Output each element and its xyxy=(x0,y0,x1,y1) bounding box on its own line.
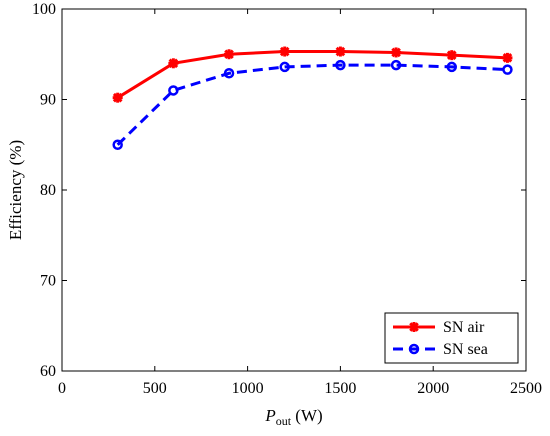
data-point-sn-sea xyxy=(335,59,346,71)
x-axis-label: Pout (W) xyxy=(264,406,322,428)
data-point-sn-sea xyxy=(502,64,513,75)
data-point-sn-air xyxy=(279,46,290,57)
data-point-sn-air xyxy=(224,49,235,60)
y-tick-label: 80 xyxy=(40,182,56,199)
data-point-sn-air xyxy=(502,52,513,63)
x-axis-label-subscript: out xyxy=(276,414,292,428)
data-point-sn-sea xyxy=(168,85,179,96)
data-point-sn-air xyxy=(168,58,179,69)
x-tick-label: 500 xyxy=(143,380,167,397)
y-tick-label: 90 xyxy=(40,92,56,109)
legend-label: SN air xyxy=(443,319,485,336)
data-point-sn-sea xyxy=(446,61,458,73)
series-layer xyxy=(112,46,513,150)
legend-label: SN sea xyxy=(443,341,488,358)
data-point-sn-air xyxy=(446,50,457,61)
data-point-sn-sea xyxy=(112,139,123,150)
data-point-sn-air xyxy=(112,92,123,103)
legend-swatch-marker xyxy=(409,322,419,332)
data-point-sn-air xyxy=(391,47,402,58)
data-point-sn-sea xyxy=(279,61,290,73)
x-axis-label-symbol: P xyxy=(264,406,275,425)
x-tick-label: 1000 xyxy=(232,380,264,397)
x-axis: 0 500 1000 1500 2000 2500 xyxy=(58,9,542,397)
x-tick-label: 2500 xyxy=(510,380,542,397)
legend-swatch-marker xyxy=(408,343,420,355)
legend: SN air SN sea xyxy=(384,312,519,364)
data-point-sn-sea xyxy=(223,68,235,79)
y-axis: 60 70 80 90 100 xyxy=(32,1,526,380)
x-tick-label: 1500 xyxy=(324,380,356,397)
y-axis-label: Efficiency (%) xyxy=(6,140,25,240)
y-tick-label: 100 xyxy=(32,1,56,18)
series-line-sn-air xyxy=(116,50,508,99)
data-point-sn-air xyxy=(335,46,346,57)
y-tick-label: 70 xyxy=(40,273,56,290)
x-tick-label: 2000 xyxy=(417,380,449,397)
x-axis-label-unit: (W) xyxy=(291,406,323,425)
series-line-sn-sea xyxy=(116,63,508,146)
legend-box xyxy=(384,312,519,364)
y-tick-label: 60 xyxy=(40,363,56,380)
data-point-sn-sea xyxy=(390,59,402,71)
x-tick-label: 0 xyxy=(58,380,66,397)
legend-items: SN air SN sea xyxy=(393,319,488,358)
